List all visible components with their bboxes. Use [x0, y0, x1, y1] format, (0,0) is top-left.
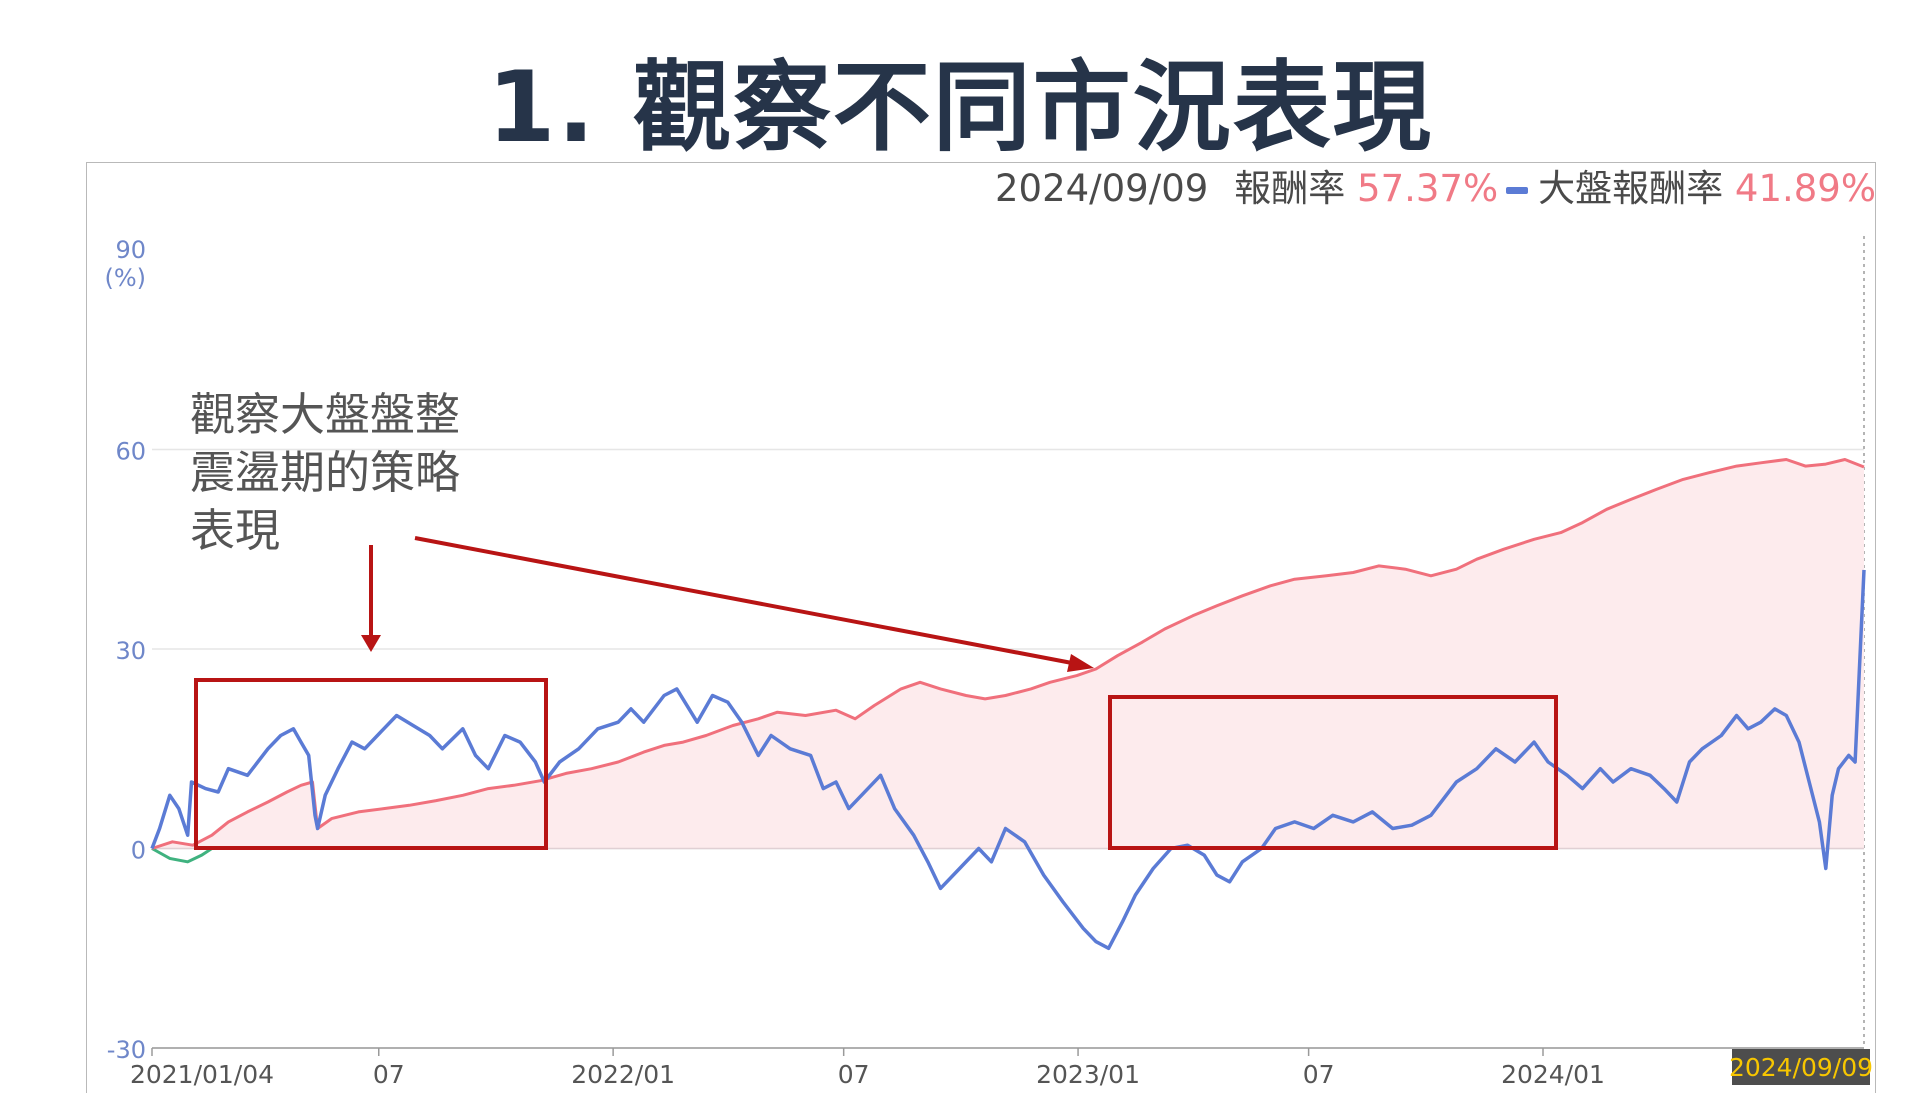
- legend-strategy-label: 報酬率: [1234, 167, 1346, 210]
- legend-date: 2024/09/09: [995, 167, 1209, 210]
- page-title: 1. 觀察不同市況表現: [487, 51, 1433, 165]
- legend-market-swatch: [1506, 187, 1529, 194]
- legend-market-value: 41.89%: [1734, 167, 1876, 210]
- legend-market-label: 大盤報酬率: [1538, 167, 1724, 210]
- legend-strategy-value: 57.37%: [1357, 167, 1499, 210]
- annotation-text: 觀察大盤盤整 震盪期的策略 表現: [190, 388, 461, 557]
- chart-legend: 2024/09/09 報酬率 57.37% 大盤報酬率 41.89%: [995, 158, 1876, 212]
- chart-frame: [86, 162, 1876, 1093]
